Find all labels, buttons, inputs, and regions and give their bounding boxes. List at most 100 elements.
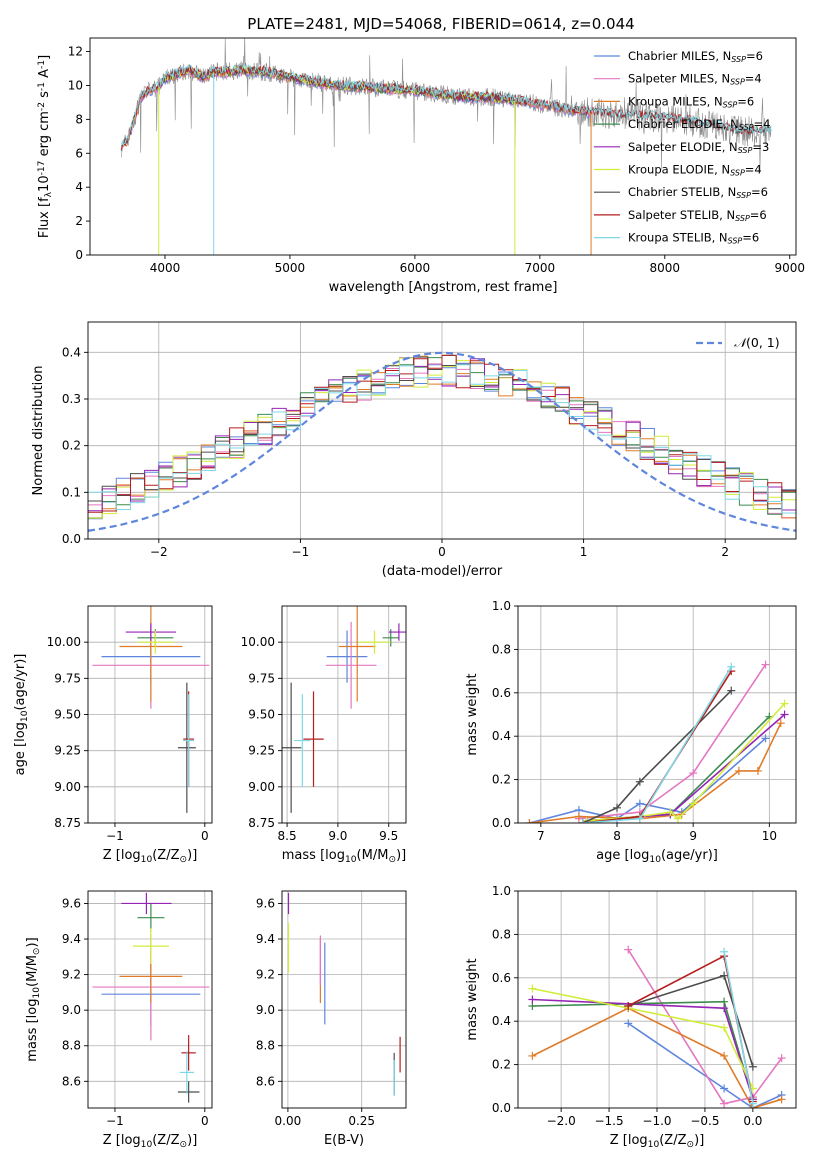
weight-marker xyxy=(624,945,633,954)
axes-age-vs-mass: 8.5 9.0 9.5 8.75 9.00 9.25 9.50 9.75 10.00 mass [… xyxy=(241,605,407,865)
weight-marker xyxy=(780,710,789,719)
x-tick-label: 0.0 xyxy=(743,1114,762,1128)
y-tick-label: 0.1 xyxy=(62,485,81,499)
weight-marker xyxy=(753,766,762,775)
y-tick-label: 0.8 xyxy=(492,927,511,941)
y-tick-label: 0.6 xyxy=(492,971,511,985)
weight-marker xyxy=(689,799,698,808)
axes-mass-vs-Z: −1 0 8.6 8.8 9.0 9.2 9.4 9.6 Z [log10(Z/Z⊙)] mass… xyxy=(25,890,213,1150)
legend-label: Chabrier ELODIE, NSSP=4 xyxy=(628,117,770,132)
axes-frame xyxy=(89,37,797,256)
weight-marker xyxy=(727,686,736,695)
plot-area-spectrum xyxy=(120,38,772,255)
spectrum-legend: Chabrier MILES, NSSP=6 Salpeter MILES, NS… xyxy=(594,49,770,246)
x-axis-label: age [log10(age/yr)] xyxy=(596,848,718,865)
normal-curve xyxy=(88,351,796,532)
x-tick-label: 8.5 xyxy=(278,829,297,843)
axes-age-vs-Z: −1 0 8.75 9.00 9.25 9.50 9.75 10.00 Z [log10(Z/Z… xyxy=(13,605,213,865)
weight-marker xyxy=(761,734,770,743)
axes-weight-vs-age: 7 8 9 10 0.0 0.2 0.4 0.6 0.8 1.0 age [log10(age/yr… xyxy=(465,599,797,865)
weight-marker xyxy=(748,1062,757,1071)
y-tick-label: 0.3 xyxy=(62,392,81,406)
spectrum-model-line xyxy=(120,63,772,146)
y-tick-label: 0.4 xyxy=(492,1014,511,1028)
x-tick-label: 9.0 xyxy=(328,829,347,843)
y-tick-label: 10.00 xyxy=(241,635,275,649)
weight-marker xyxy=(720,1099,729,1108)
y-tick-label: 9.0 xyxy=(256,1003,275,1017)
x-tick-label: 8 xyxy=(613,829,621,843)
x-axis-label: Z [log10(Z/Z⊙)] xyxy=(610,1133,705,1150)
weight-marker xyxy=(727,662,736,671)
y-tick-label: 9.6 xyxy=(62,896,81,910)
weight-marker xyxy=(720,1023,729,1032)
weight-line xyxy=(627,1022,782,1108)
weight-marker xyxy=(748,1099,757,1108)
y-axis-label: mass [log10(M/M⊙)] xyxy=(25,937,42,1061)
weight-marker xyxy=(578,819,587,823)
x-tick-label: 4000 xyxy=(150,261,181,275)
weight-marker xyxy=(525,819,534,823)
y-tick-label: 12 xyxy=(68,45,83,59)
weight-marker xyxy=(574,812,583,821)
x-tick-label: 0.00 xyxy=(275,1114,302,1128)
weight-marker xyxy=(780,699,789,708)
legend-label: Salpeter MILES, NSSP=4 xyxy=(628,72,762,87)
axes-spectrum: Chabrier MILES, NSSP=6 Salpeter MILES, NS… xyxy=(37,37,805,295)
weight-marker xyxy=(613,803,622,812)
y-tick-label: 4 xyxy=(75,180,83,194)
y-tick-label: 0.8 xyxy=(492,642,511,656)
x-tick-label: 7 xyxy=(537,829,545,843)
x-tick-label: −2.0 xyxy=(547,1114,576,1128)
x-tick-label: −0.5 xyxy=(690,1114,719,1128)
legend-label: Chabrier MILES, NSSP=6 xyxy=(628,49,763,64)
plot-area-mass-vs-EBV xyxy=(282,891,406,1108)
weight-marker xyxy=(635,799,644,808)
y-tick-label: 8.8 xyxy=(62,1039,81,1053)
y-tick-label: 0.2 xyxy=(62,439,81,453)
x-tick-label: −1 xyxy=(292,545,310,559)
weight-marker xyxy=(624,1019,633,1028)
y-tick-label: 9.75 xyxy=(248,671,275,685)
y-axis-label: age [log10(age/yr)] xyxy=(13,654,30,776)
axes-frame xyxy=(281,890,407,1109)
x-axis-label: Z [log10(Z/Z⊙)] xyxy=(103,1133,198,1150)
x-tick-label: 0 xyxy=(201,1114,209,1128)
axes-frame xyxy=(87,890,213,1109)
plot-area-residuals xyxy=(88,322,796,539)
x-tick-label: −2 xyxy=(150,545,168,559)
plot-layer: Chabrier MILES, NSSP=6 Salpeter MILES, NS… xyxy=(13,37,805,1150)
x-tick-label: −1 xyxy=(106,829,124,843)
legend-label: Salpeter STELIB, NSSP=6 xyxy=(628,208,767,223)
weight-line xyxy=(578,664,767,820)
y-tick-label: 0.4 xyxy=(62,345,81,359)
legend-label: Kroupa ELODIE, NSSP=4 xyxy=(628,163,762,178)
y-tick-label: 9.50 xyxy=(54,708,81,722)
x-tick-label: −1.0 xyxy=(642,1114,671,1128)
histogram-step xyxy=(88,364,796,514)
axes-residuals: 𝒩(0, 1) −2 −1 0 1 2 0.0 0.1 0.2 0.3 0.4 (data-model… xyxy=(31,321,797,579)
histogram-step xyxy=(88,357,796,519)
x-tick-label: 10 xyxy=(762,829,777,843)
figure-title: PLATE=2481, MJD=54068, FIBERID=0614, z=0… xyxy=(247,15,634,33)
x-tick-label: 1 xyxy=(580,545,588,559)
weight-marker xyxy=(720,1051,729,1060)
weight-marker xyxy=(528,1051,537,1060)
plot-area-mass-vs-Z xyxy=(88,891,212,1108)
plot-area-weight-vs-Z xyxy=(518,891,796,1108)
y-tick-label: 9.25 xyxy=(248,744,275,758)
x-tick-label: 2 xyxy=(721,545,729,559)
weight-line xyxy=(627,949,783,1105)
weight-marker xyxy=(635,777,644,786)
y-tick-label: 0 xyxy=(75,248,83,262)
y-tick-label: 0.2 xyxy=(492,1058,511,1072)
y-tick-label: 10 xyxy=(68,78,83,92)
y-tick-label: 9.50 xyxy=(248,708,275,722)
y-tick-label: 0.0 xyxy=(492,816,511,830)
x-tick-label: 8000 xyxy=(650,261,681,275)
y-tick-label: 0.0 xyxy=(62,532,81,546)
y-tick-label: 0.4 xyxy=(492,729,511,743)
histogram-step xyxy=(88,354,796,513)
